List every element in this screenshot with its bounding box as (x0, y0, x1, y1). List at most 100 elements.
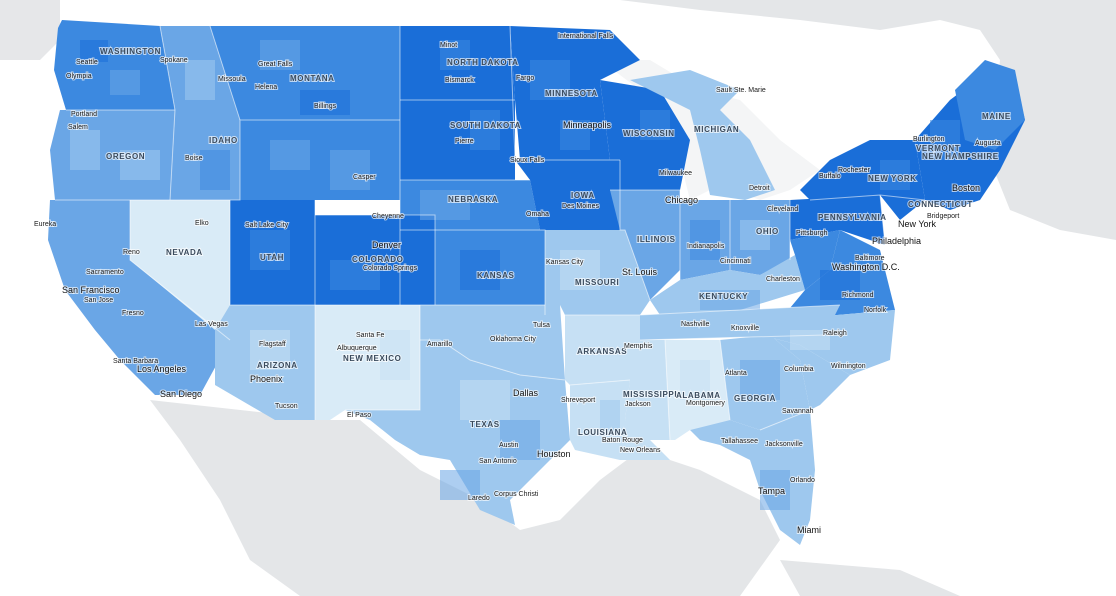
city-label-chicago: Chicago (665, 195, 698, 205)
maine-region (955, 60, 1025, 150)
state-label-iowa: IOWA (571, 191, 595, 200)
city-label-elko: Elko (195, 220, 209, 227)
state-label-alabama: ALABAMA (676, 391, 721, 400)
state-label-ohio: OHIO (756, 227, 779, 236)
city-label-bismarck: Bismarck (445, 77, 474, 84)
city-label-knoxville: Knoxville (731, 325, 759, 332)
city-label-rochester: Rochester (838, 167, 871, 174)
city-label-augusta: Augusta (975, 140, 1001, 147)
state-label-maine: MAINE (982, 112, 1011, 121)
city-label-shreveport: Shreveport (561, 397, 595, 404)
city-label-orlando: Orlando (790, 477, 815, 484)
city-label-tallahassee: Tallahassee (721, 438, 758, 445)
city-label-memphis: Memphis (624, 343, 653, 350)
washington-region (54, 20, 175, 110)
state-label-texas: TEXAS (470, 420, 500, 429)
city-label-baltimore: Baltimore (855, 255, 885, 262)
minnesota-region (510, 26, 640, 160)
city-label-santa-fe: Santa Fe (356, 332, 385, 339)
city-label-philadelphia: Philadelphia (872, 236, 921, 246)
state-label-utah: UTAH (260, 253, 284, 262)
wyoming-region (240, 120, 400, 200)
state-label-louisiana: LOUISIANA (578, 428, 627, 437)
michigan-region (630, 70, 775, 200)
city-label-los-angeles: Los Angeles (137, 364, 187, 374)
state-label-connecticut: CONNECTICUT (908, 200, 973, 209)
city-label-richmond: Richmond (842, 292, 874, 299)
city-label-albuquerque: Albuquerque (337, 345, 377, 352)
city-label-jackson: Jackson (625, 401, 651, 408)
city-label-eureka: Eureka (34, 221, 56, 228)
state-label-vermont: VERMONT (916, 144, 960, 153)
texas-region (345, 340, 570, 525)
city-label-nashville: Nashville (681, 321, 710, 328)
state-label-mississippi: MISSISSIPPI (623, 390, 677, 399)
city-label-seattle: Seattle (76, 59, 98, 66)
cuba-land (780, 560, 960, 596)
state-label-georgia: GEORGIA (734, 394, 776, 403)
state-label-arizona: ARIZONA (257, 361, 298, 370)
city-label-sioux-falls: Sioux Falls (510, 157, 545, 164)
city-label-casper: Casper (353, 174, 376, 181)
state-label-minnesota: MINNESOTA (545, 89, 598, 98)
city-label-milwaukee: Milwaukee (659, 170, 692, 177)
city-label-missoula: Missoula (218, 76, 246, 83)
city-label-cheyenne: Cheyenne (372, 213, 404, 220)
state-label-arkansas: ARKANSAS (577, 347, 627, 356)
city-label-minot: Minot (440, 42, 457, 49)
west-virginia-region (790, 230, 840, 290)
city-label-columbia: Columbia (784, 366, 814, 373)
city-label-laredo: Laredo (468, 495, 490, 502)
city-label-oklahoma-city: Oklahoma City (490, 336, 536, 343)
atlantic-land-east (990, 150, 1116, 240)
city-label-pittsburgh: Pittsburgh (796, 230, 828, 237)
city-label-san-antonio: San Antonio (479, 458, 517, 465)
city-label-cleveland: Cleveland (767, 206, 798, 213)
state-label-kentucky: KENTUCKY (699, 292, 748, 301)
city-label-buffalo: Buffalo (819, 173, 841, 180)
city-label-atlanta: Atlanta (725, 370, 747, 377)
city-label-charleston: Charleston (766, 276, 800, 283)
state-label-montana: MONTANA (290, 74, 335, 83)
state-label-pennsylvania: PENNSYLVANIA (818, 213, 887, 222)
city-label-new-york-city: New York (898, 219, 937, 229)
city-label-spokane: Spokane (160, 57, 188, 64)
city-label-san-diego: San Diego (160, 389, 202, 399)
pennsylvania-region (790, 195, 885, 245)
city-label-reno: Reno (123, 249, 140, 256)
mississippi-region (620, 340, 670, 440)
city-label-baton-rouge: Baton Rouge (602, 437, 643, 444)
city-label-el-paso: El Paso (347, 412, 371, 419)
iowa-region (515, 160, 620, 230)
city-label-omaha: Omaha (526, 211, 549, 218)
city-label-washington-dc: Washington D.C. (832, 262, 900, 272)
city-label-new-orleans: New Orleans (620, 447, 661, 454)
city-label-san-jose: San Jose (84, 297, 113, 304)
state-label-oregon: OREGON (106, 152, 145, 161)
city-label-savannah: Savannah (782, 408, 814, 415)
state-label-idaho: IDAHO (209, 136, 238, 145)
city-label-portland: Portland (71, 111, 97, 118)
state-label-new-mexico: NEW MEXICO (343, 354, 401, 363)
city-label-las-vegas: Las Vegas (195, 321, 228, 328)
nevada-region (130, 200, 230, 330)
city-label-san-francisco: San Francisco (62, 285, 120, 295)
city-label-houston: Houston (537, 449, 571, 459)
city-label-great-falls: Great Falls (258, 61, 293, 68)
state-label-new-york: NEW YORK (868, 174, 917, 183)
state-label-missouri: MISSOURI (575, 278, 619, 287)
city-label-tucson: Tucson (275, 403, 298, 410)
arkansas-region (565, 315, 640, 385)
city-label-cincinnati: Cincinnati (720, 258, 751, 265)
city-label-colorado-springs: Colorado Springs (363, 265, 418, 272)
city-label-bridgeport: Bridgeport (927, 213, 959, 220)
city-label-sacramento: Sacramento (86, 269, 124, 276)
city-label-montgomery: Montgomery (686, 400, 725, 407)
state-label-new-hampshire: NEW HAMPSHIRE (922, 152, 999, 161)
city-label-burlington: Burlington (913, 136, 945, 143)
city-label-boise: Boise (185, 155, 203, 162)
state-label-north-dakota: NORTH DAKOTA (447, 58, 519, 67)
city-label-minneapolis: Minneapolis (563, 120, 612, 130)
state-label-south-dakota: SOUTH DAKOTA (450, 121, 521, 130)
